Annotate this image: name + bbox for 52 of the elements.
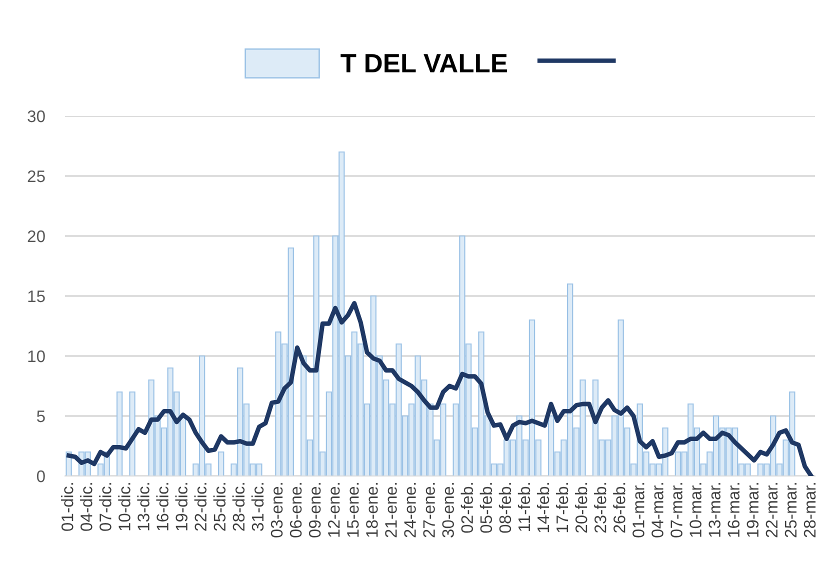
x-tick-label: 12-ene.	[328, 483, 340, 537]
x-tick-label: 17-feb.	[556, 483, 568, 532]
x-tick-label: 02-feb.	[460, 483, 474, 533]
y-tick-label: 15	[28, 290, 45, 302]
x-tick-label: 07-mar.	[670, 483, 682, 538]
y-tick-label: 10	[28, 350, 45, 362]
x-tick-label: 18-ene.	[366, 483, 378, 537]
x-tick-label: 03-ene.	[270, 483, 283, 538]
x-tick-label: 15-ene.	[347, 483, 359, 537]
x-tick-label: 16-dic.	[156, 483, 168, 530]
x-tick-label: 19-mar.	[746, 483, 759, 537]
bar	[116, 391, 123, 476]
x-tick-label: 26-feb.	[613, 483, 626, 533]
x-tick-label: 01-dic.	[61, 483, 74, 531]
x-tick-label: 23-feb.	[594, 483, 606, 533]
x-tick-label: 01-mar.	[632, 483, 644, 538]
legend-label: T DEL VALLE	[340, 54, 507, 72]
x-tick-label: 24-ene.	[404, 483, 416, 538]
x-tick-label: 14-feb.	[536, 483, 550, 532]
y-tick-label: 20	[28, 230, 45, 242]
line-series	[66, 300, 814, 476]
y-tick-label: 0	[36, 470, 45, 482]
x-tick-label: 22-mar.	[766, 483, 778, 538]
x-tick-label: 10-mar.	[690, 483, 702, 537]
x-tick-label: 22-dic.	[194, 483, 207, 531]
x-tick-label: 19-dic.	[175, 483, 188, 530]
x-tick-label: 04-dic.	[80, 483, 92, 531]
x-tick-label: 30-ene.	[442, 483, 454, 538]
x-tick-label: 10-dic.	[118, 483, 130, 530]
x-tick-label: 05-feb.	[480, 483, 492, 533]
x-tick-label: 06-ene.	[290, 483, 302, 538]
x-tick-label: 25-mar.	[784, 483, 797, 538]
x-tick-label: 28-mar.	[804, 483, 816, 538]
x-tick-label: 21-ene.	[385, 483, 397, 538]
x-tick-label: 20-feb.	[575, 483, 588, 533]
x-tick-label: 09-ene.	[308, 483, 321, 538]
x-tick-label: 13-mar.	[708, 483, 720, 537]
x-tick-label: 13-dic.	[137, 483, 150, 530]
x-tick-label: 16-mar.	[728, 483, 740, 537]
x-tick-label: 31-dic.	[251, 483, 264, 531]
x-tick-label: 08-feb.	[498, 483, 512, 533]
y-tick-label: 25	[28, 170, 45, 182]
x-tick-label: 28-dic.	[232, 483, 245, 531]
bar	[129, 391, 136, 476]
y-tick-label: 30	[28, 110, 45, 122]
x-tick-label: 27-ene.	[423, 483, 435, 538]
x-tick-label: 04-mar.	[652, 483, 664, 538]
x-tick-label: 25-dic.	[213, 483, 226, 531]
bar	[218, 451, 224, 476]
x-tick-label: 07-dic.	[99, 483, 112, 531]
y-tick-label: 5	[36, 410, 45, 422]
x-tick-label: 11-feb.	[518, 483, 530, 531]
